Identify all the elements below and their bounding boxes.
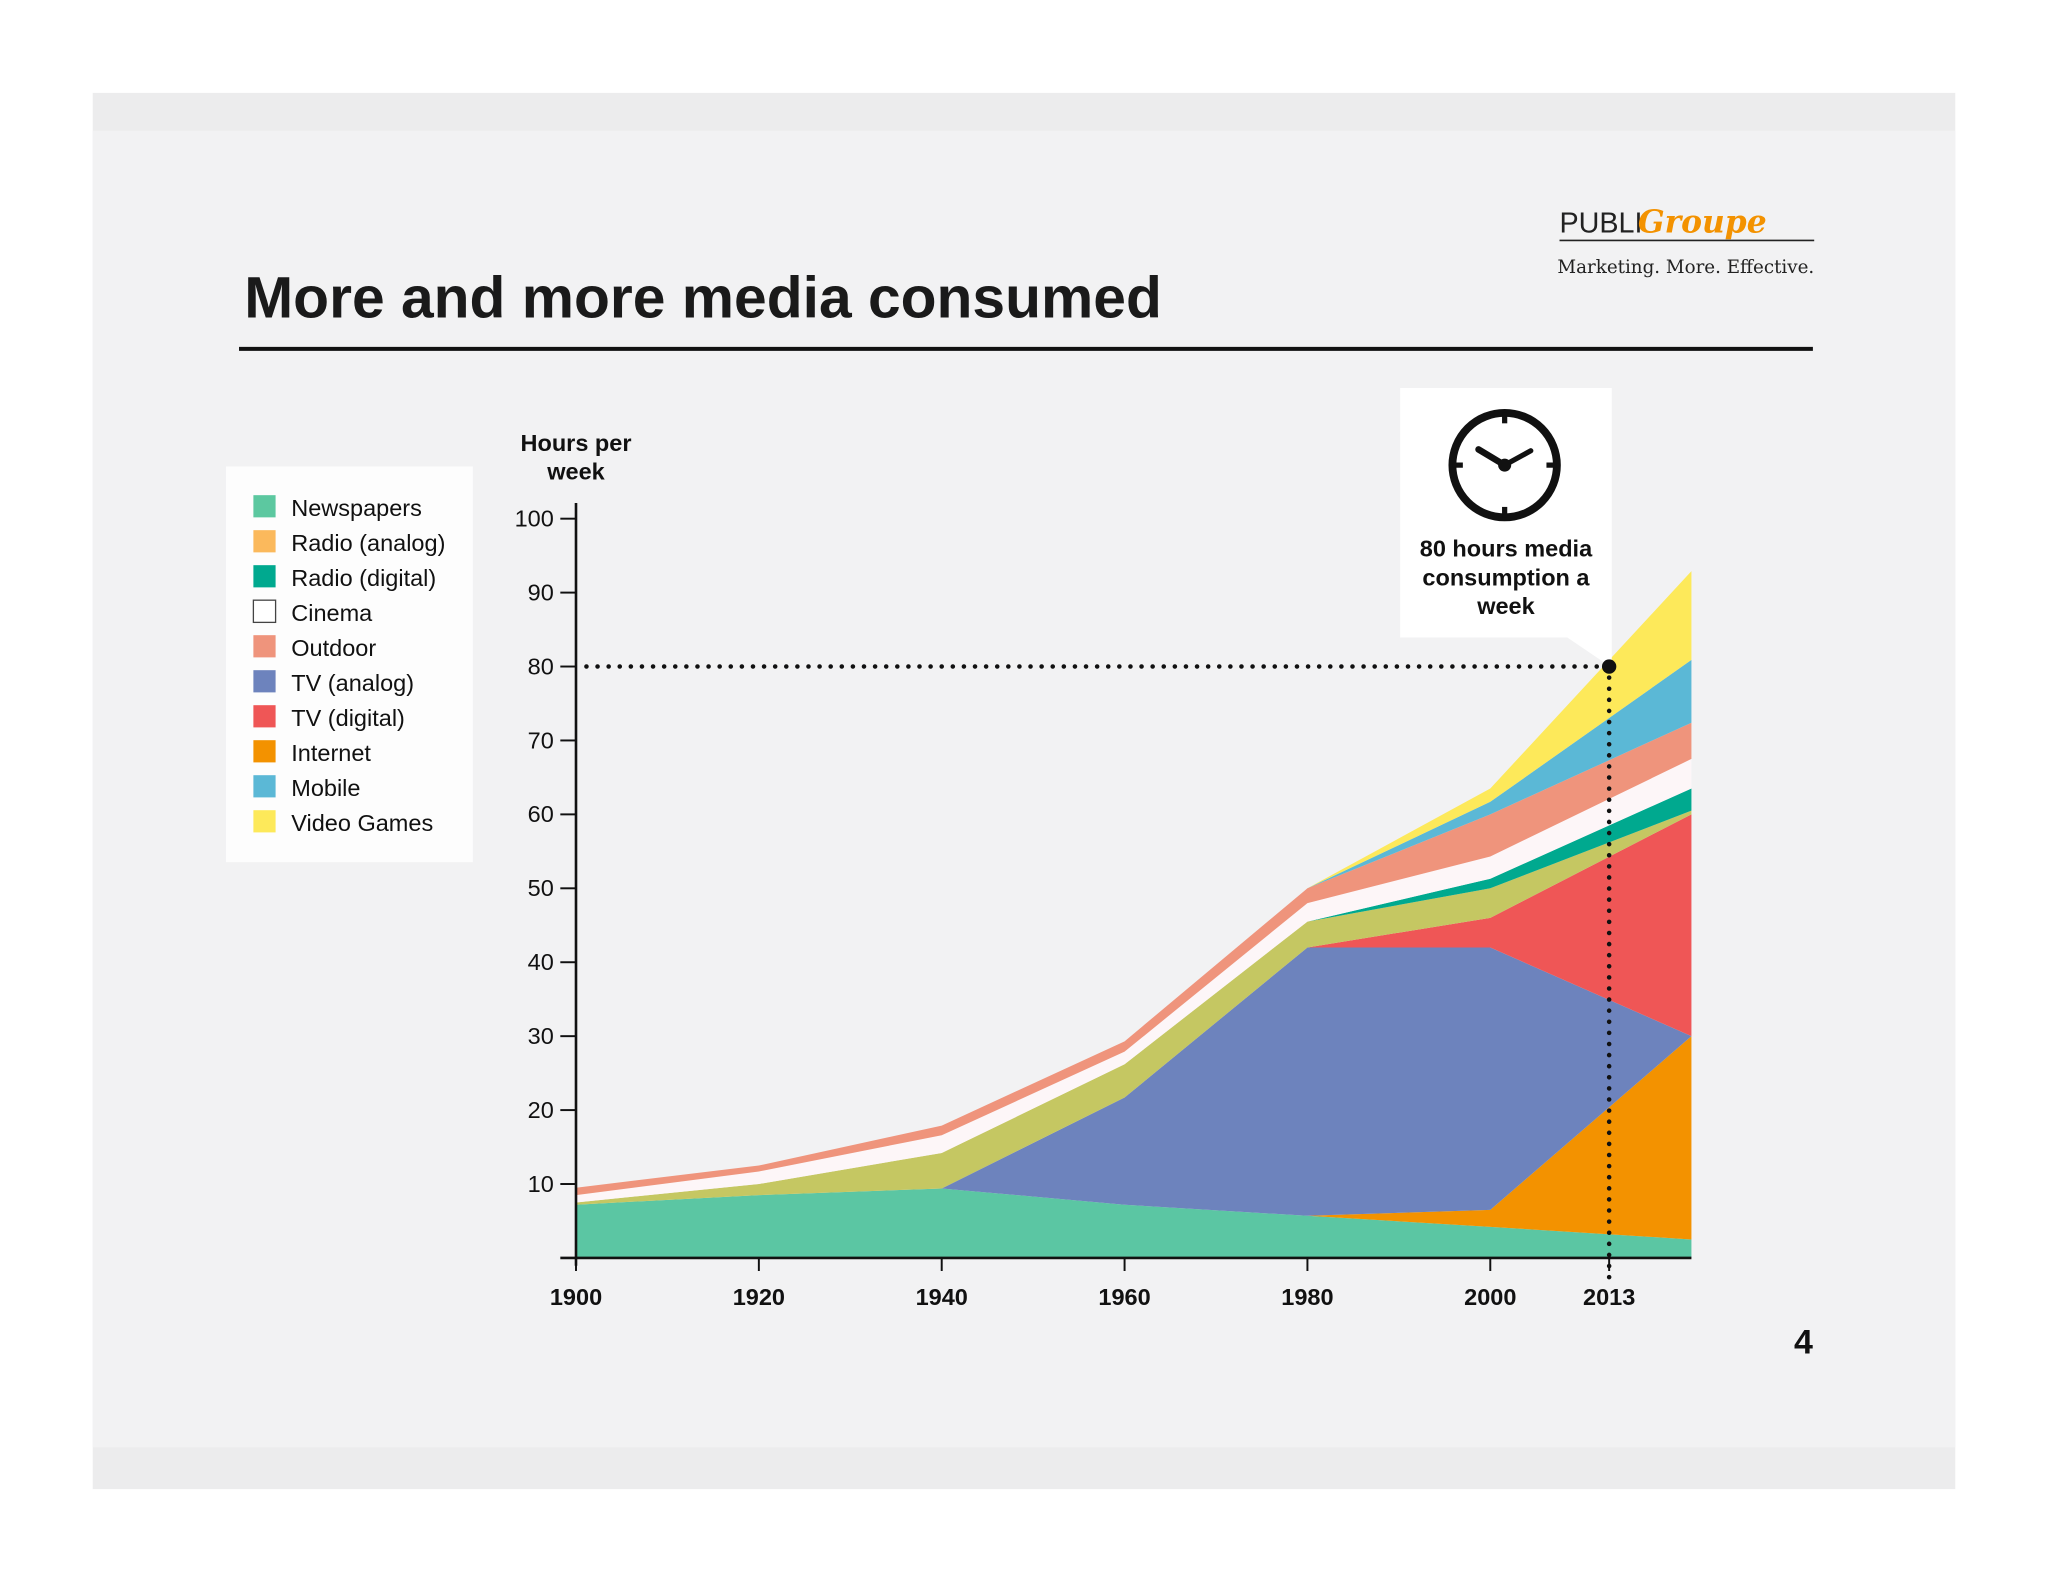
legend-item: Outdoor [253,635,376,661]
annotation-line1: 80 hours media [1420,536,1593,562]
legend-label: Mobile [291,775,360,801]
area-tv-analog [576,947,1692,1216]
legend-label: Newspapers [291,495,422,521]
y-tick-label: 70 [528,727,554,753]
legend: Newspapers Radio (analog) Radio (digital) C… [252,495,445,836]
y-axis-label-line1: Hours per [521,430,632,456]
legend-item: TV (analog) [253,670,414,696]
legend-box [225,466,473,863]
area-newspapers [576,1188,1692,1258]
clock-icon [1448,408,1561,522]
y-tick-label: 30 [528,1023,554,1049]
legend-swatch [253,775,276,798]
slide-title: More and more media consumed [244,266,1162,331]
y-tick-label: 60 [528,801,554,827]
legend-label: Internet [291,740,371,766]
legend-swatch [252,599,277,624]
legend-label: TV (digital) [291,705,405,731]
chart-areas [576,571,1692,1258]
annotation-line2: consumption a [1422,564,1590,590]
legend-label: TV (analog) [291,670,414,696]
legend-swatch [253,740,276,763]
y-tick-label: 10 [528,1171,554,1197]
legend-swatch [253,635,276,658]
y-tick-label: 100 [515,506,554,532]
legend-item: Mobile [253,775,360,801]
legend-label: Cinema [291,600,373,626]
y-tick-label: 80 [528,653,554,679]
legend-label: Video Games [291,810,433,836]
legend-item: Newspapers [253,495,422,521]
legend-swatch [253,670,276,693]
legend-swatch [253,705,276,728]
y-tick-label: 40 [528,949,554,975]
x-tick-label: 2000 [1464,1284,1516,1310]
x-tick-label: 2013 [1583,1284,1635,1310]
x-tick-label: 1940 [916,1284,968,1310]
legend-label: Outdoor [291,635,376,661]
x-tick-label: 1900 [550,1284,602,1310]
publigroupe-logo: PUBLI Groupe Marketing. More. Effective. [1557,205,1814,278]
y-tick-label: 50 [528,875,554,901]
legend-swatch [253,810,276,833]
legend-item: TV (digital) [253,705,405,731]
legend-item: Radio (analog) [253,530,445,556]
logo-tagline: Marketing. More. Effective. [1557,257,1814,278]
annotation-callout: 80 hours media consumption a week [1400,388,1612,668]
legend-item: Video Games [253,810,433,836]
x-tick-label: 1920 [733,1284,785,1310]
logo-part1: PUBLI [1560,208,1643,240]
legend-label: Radio (analog) [291,530,445,556]
legend-item: Internet [253,740,371,766]
legend-item: Cinema [252,599,373,626]
legend-label: Radio (digital) [291,565,436,591]
area-radio-analog [576,810,1692,1205]
x-tick-label: 1960 [1098,1284,1150,1310]
chart-axes: 10 20 30 40 50 60 70 80 90 100 1900 1920 1940 1960 198… [515,503,1692,1310]
callout-box [1400,388,1612,668]
annotation-line3: week [1476,593,1535,619]
legend-item: Radio (digital) [253,565,436,591]
x-tick-label: 1980 [1281,1284,1333,1310]
y-tick-label: 20 [528,1097,554,1123]
legend-swatch [253,495,276,518]
area-internet [576,1036,1692,1240]
y-axis-label-line2: week [546,458,605,484]
legend-swatch [253,565,276,588]
y-tick-label: 90 [528,579,554,605]
annotation-guides [584,659,1617,1284]
logo-part2: Groupe [1638,205,1767,241]
legend-swatch [253,530,276,553]
page-number: 4 [1794,1323,1813,1361]
annotation-point [1601,659,1617,674]
